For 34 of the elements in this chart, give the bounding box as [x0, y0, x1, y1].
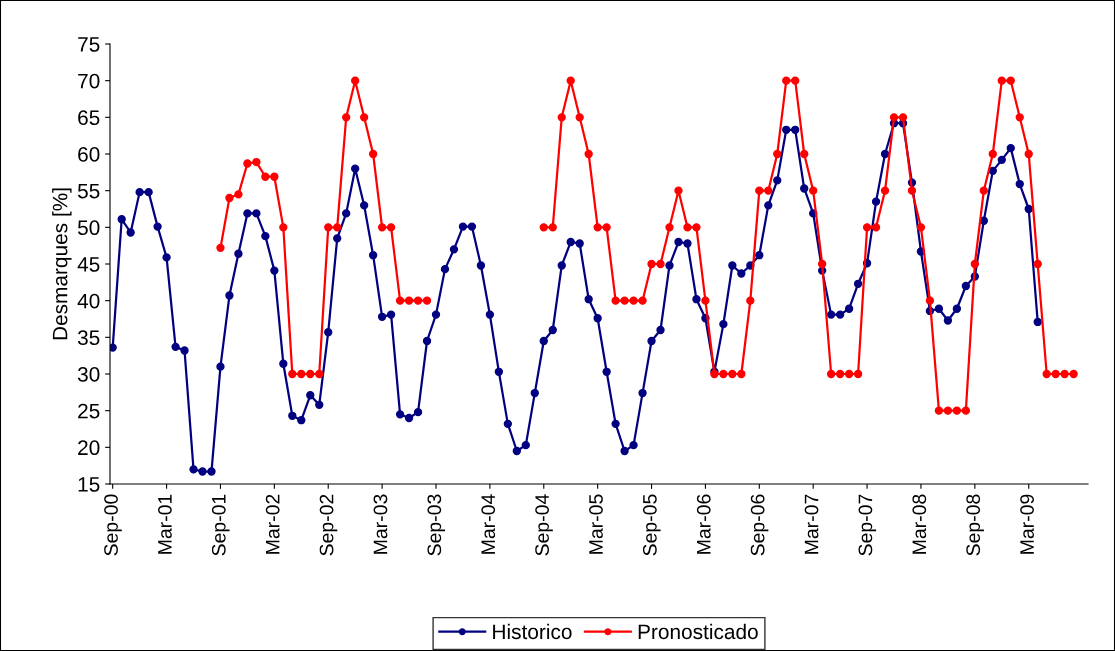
- legend-label: Historico: [493, 623, 572, 640]
- y-tick-label: 50: [77, 220, 100, 236]
- y-tick-label: 25: [78, 403, 100, 419]
- x-tick-label: Sep-02: [319, 494, 338, 556]
- y-tick-label: 45: [77, 257, 100, 272]
- x-tick-label: Mar-05: [589, 494, 603, 554]
- x-tick-label: Sep-05: [642, 494, 661, 556]
- y-tick-label: 15: [78, 477, 100, 492]
- x-tick-label: Mar-09: [1020, 494, 1034, 554]
- y-tick-label: 65: [78, 110, 100, 126]
- x-tick-label: Sep-01: [211, 494, 230, 556]
- x-tick-label: Sep-06: [750, 494, 769, 556]
- y-tick-label: 55: [77, 183, 100, 199]
- x-tick-label: Sep-07: [858, 494, 877, 556]
- y-tick-label: 60: [78, 147, 100, 162]
- x-tick-label: Sep-08: [966, 494, 984, 556]
- x-tick-label: Mar-02: [265, 494, 280, 554]
- x-tick-label: Sep-03: [427, 494, 446, 556]
- x-tick-label: Mar-04: [481, 494, 496, 554]
- y-axis-title: Desmarques [%]: [52, 188, 72, 340]
- x-tick-label: Sep-04: [535, 494, 553, 556]
- y-tick-label: 20: [78, 440, 100, 456]
- y-tick-label: 70: [78, 73, 100, 89]
- x-tick-label: Mar-08: [912, 494, 927, 554]
- y-tick-label: 30: [77, 367, 100, 382]
- x-tick-label: Mar-06: [696, 494, 711, 554]
- y-tick-label: 40: [77, 293, 100, 309]
- x-tick-label: Mar-03: [373, 494, 388, 554]
- legend-label: Pronosticado: [638, 623, 758, 640]
- y-tick-label: 75: [78, 37, 100, 52]
- y-tick-label: 35: [77, 330, 100, 346]
- x-tick-label: Mar-01: [158, 494, 172, 554]
- x-tick-label: Mar-07: [804, 494, 819, 554]
- x-tick-label: Sep-00: [104, 494, 122, 556]
